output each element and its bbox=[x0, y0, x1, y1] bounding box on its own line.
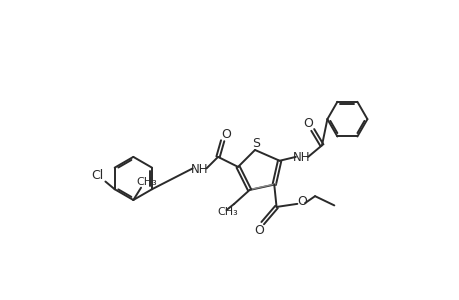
Text: S: S bbox=[251, 136, 259, 149]
Text: O: O bbox=[302, 117, 313, 130]
Text: O: O bbox=[254, 224, 264, 236]
Text: CH₃: CH₃ bbox=[136, 176, 157, 187]
Text: O: O bbox=[297, 195, 306, 208]
Text: O: O bbox=[221, 128, 231, 141]
Text: NH: NH bbox=[190, 164, 208, 176]
Text: CH₃: CH₃ bbox=[217, 207, 238, 217]
Text: Cl: Cl bbox=[91, 169, 104, 182]
Text: NH: NH bbox=[292, 151, 310, 164]
